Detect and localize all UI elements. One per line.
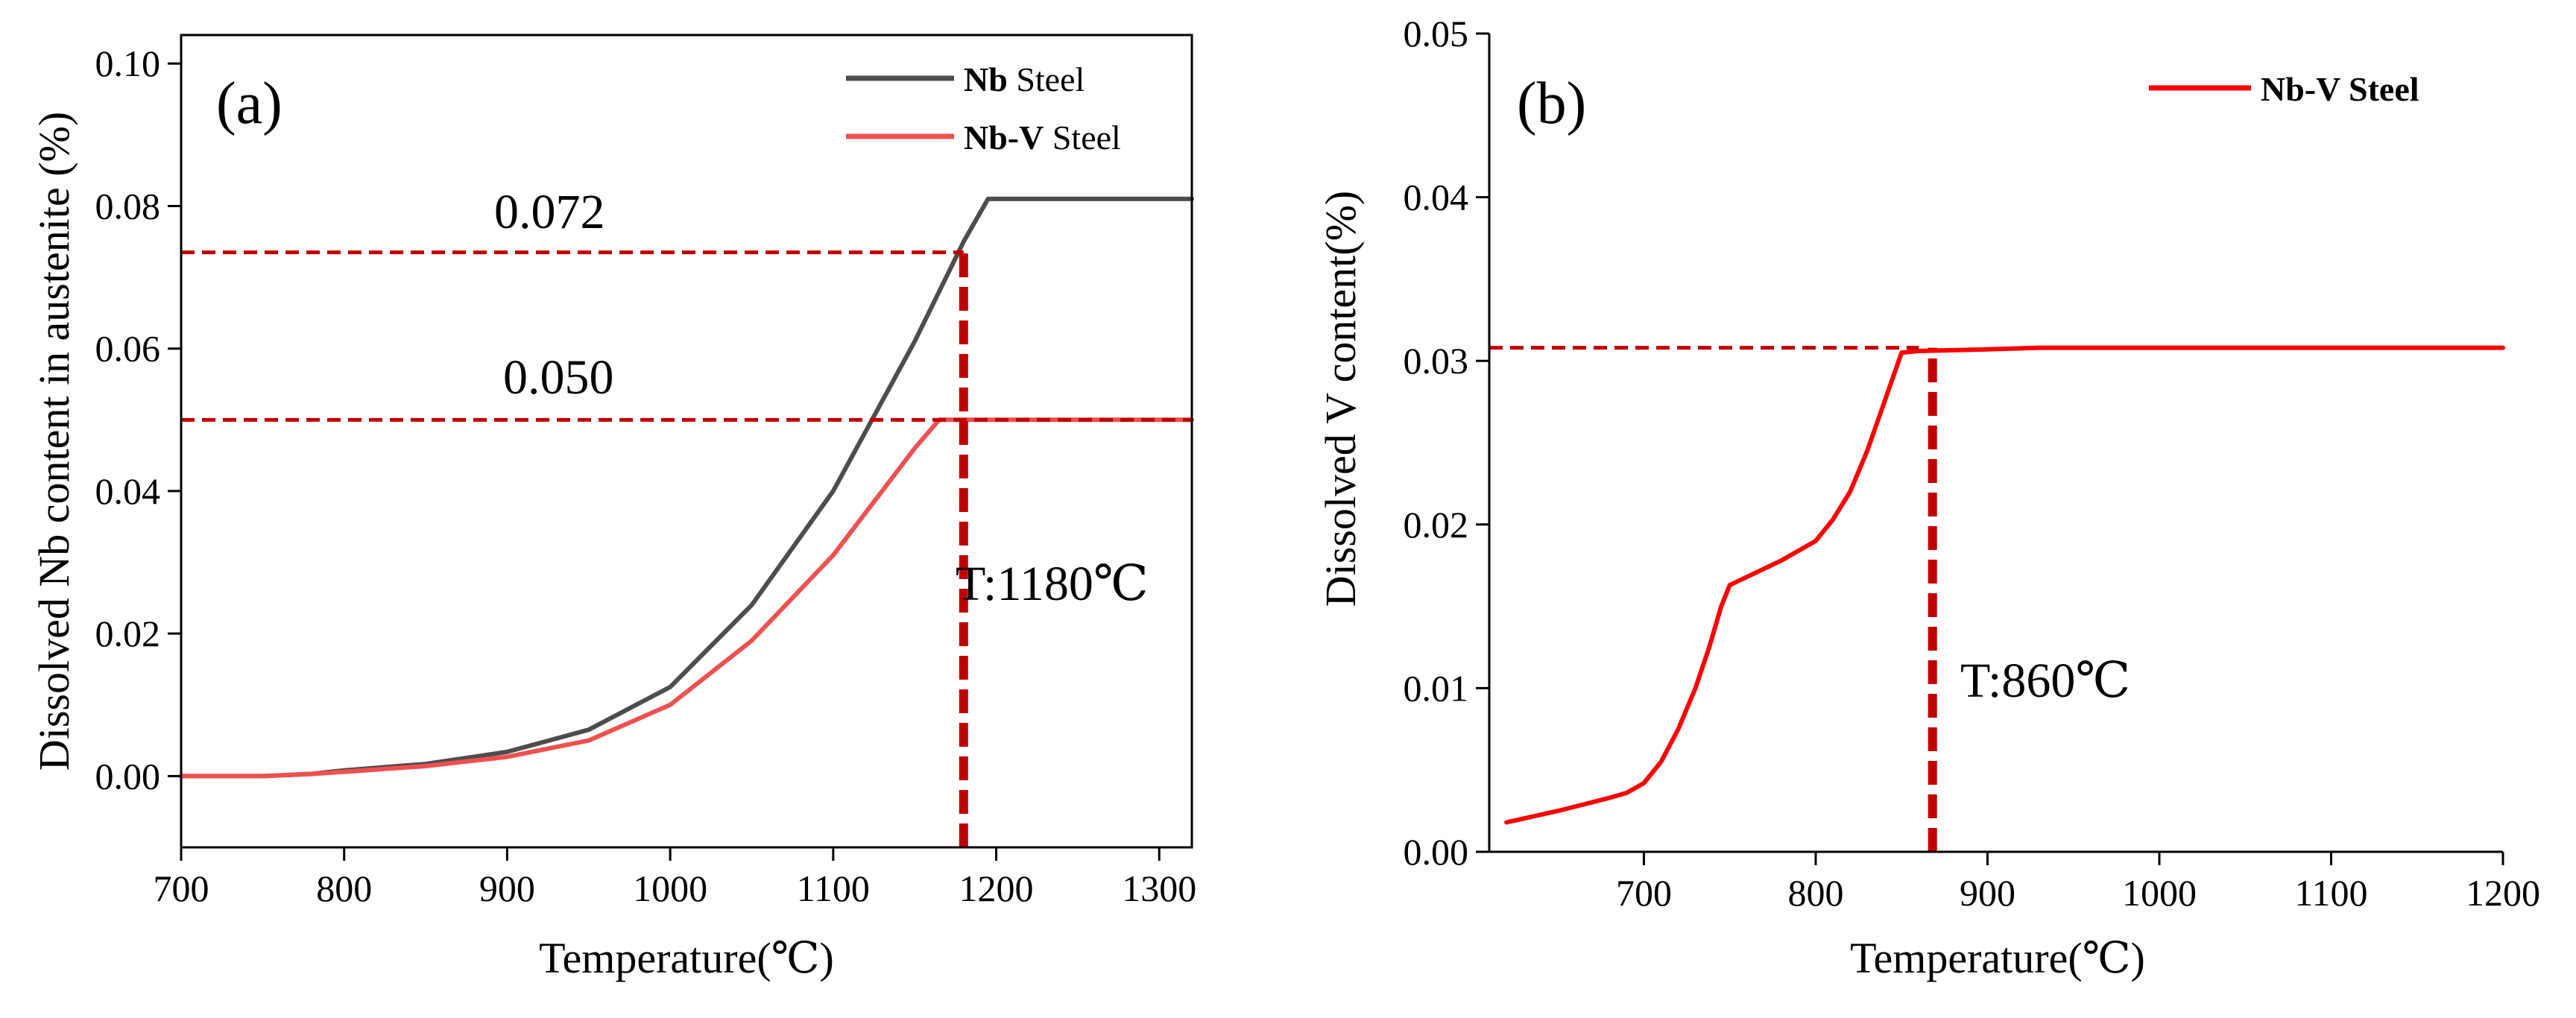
panel-b-y-tick-label: 0.02 [1404,504,1469,546]
panel-b-legend: Nb-V Steel [2149,70,2419,108]
panel-b-plot-lines [1489,345,2505,852]
panel-b-series-line-nb-v-steel [1504,345,2505,825]
legend-label-nb-v-steel-b: Nb-V Steel [2261,70,2419,108]
panel-a-ref-label-temperature: T:1180℃ [956,557,1149,611]
panel-a-ref-label-0072: 0.072 [494,185,605,239]
panel-b-y-axis-title: Dissolved V content(%) [1316,191,1365,607]
panel-b-label: (b) [1517,71,1586,136]
panel-b-x-tick-label: 900 [1960,872,2015,914]
panel-a-x-tick-label: 1300 [1122,867,1196,909]
panel-a-y-tick-label: 0.06 [95,328,161,370]
panel-a-y-axis-title: Dissolved Nb content in austenite (%) [30,112,78,771]
panel-b-ref-label-temperature: T:860℃ [1960,654,2130,708]
panel-a-x-axis-title: Temperature(℃) [539,934,834,982]
panel-b-x-tick-label: 1100 [2294,872,2367,914]
panel-a-x-tick-label: 800 [316,867,372,909]
panel-a-ticks: 700 800 900 1000 1100 1200 1300 0.00 0.02 0.04 0.0… [95,42,1197,909]
panel-a-plot-lines [179,196,1194,847]
panel-a-legend: Nb Steel Nb-V Steel [846,60,1121,157]
panel-b-x-tick-label: 800 [1787,872,1843,914]
panel-b-y-tick-label: 0.01 [1404,667,1469,709]
panel-b: 700 800 900 1000 1100 1200 0.00 0.01 0.02 0.03 0.0… [1316,13,2540,982]
panel-a-series-line-nb-v-steel [179,417,1194,779]
panel-b-y-tick-label: 0.00 [1404,831,1469,873]
panel-a-x-tick-label: 1100 [797,867,870,909]
panel-a-y-tick-label: 0.04 [95,470,161,512]
panel-a-x-tick-label: 700 [154,867,209,909]
panel-a-axes-frame [180,34,1193,849]
panel-b-x-axis-title: Temperature(℃) [1850,934,2145,982]
panel-a-x-tick-label: 900 [479,867,535,909]
panel-b-x-tick-label: 1200 [2466,872,2540,914]
panel-b-x-tick-label: 700 [1616,872,1672,914]
panel-a-label: (a) [216,71,282,136]
legend-label-nb-steel: Nb Steel [964,60,1085,98]
panel-a-y-tick-label: 0.00 [95,755,161,797]
panel-a-x-tick-label: 1200 [959,867,1034,909]
panel-a-ref-label-0050: 0.050 [503,350,614,405]
panel-a-y-tick-label: 0.08 [95,185,161,227]
panel-b-y-tick-label: 0.04 [1404,177,1469,218]
panel-b-y-tick-label: 0.03 [1404,340,1469,382]
panel-a: 700 800 900 1000 1100 1200 1300 0.00 0.02 0.04 0.0… [30,34,1197,982]
panel-a-x-tick-label: 1000 [633,867,707,909]
panel-b-ticks: 700 800 900 1000 1100 1200 0.00 0.01 0.02 0.03 0.0… [1404,13,2541,914]
panel-b-x-tick-label: 1000 [2122,872,2197,914]
panel-a-y-tick-label: 0.02 [95,613,161,654]
panel-a-y-tick-label: 0.10 [95,42,161,84]
panel-b-y-tick-label: 0.05 [1404,13,1469,54]
legend-label-nb-v-steel: Nb-V Steel [964,118,1121,157]
